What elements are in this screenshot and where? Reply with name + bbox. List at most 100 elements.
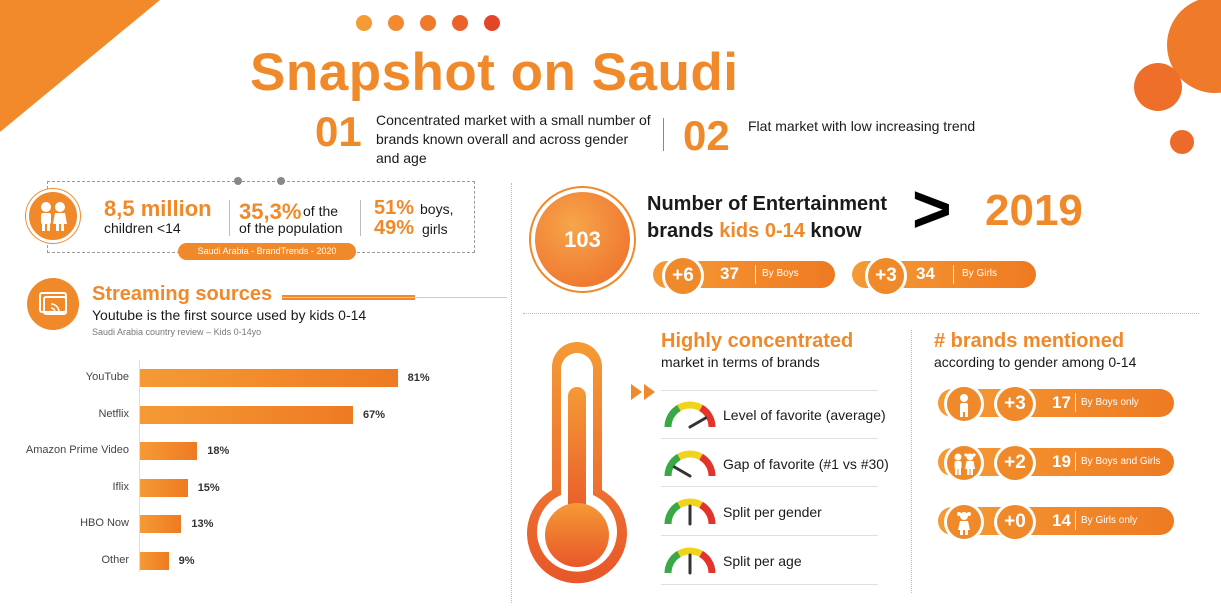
points-divider — [663, 118, 664, 151]
streaming-subheading: Youtube is the first source used by kids… — [92, 307, 367, 323]
pill-divider — [1075, 452, 1076, 471]
gauge-label: Split per age — [723, 552, 802, 569]
boys-delta-badge: +6 — [662, 255, 704, 297]
point-number: 01 — [315, 108, 362, 155]
mentioned-heading: # brands mentioned — [934, 330, 1125, 352]
streaming-heading: Streaming sources — [92, 283, 273, 305]
decor-dot — [420, 15, 436, 31]
mentioned-delta-badge: +3 — [994, 384, 1036, 424]
mentioned-delta-badge: +2 — [994, 443, 1036, 483]
section-divider — [523, 313, 1199, 314]
girls-brands-label: By Girls — [962, 268, 997, 279]
stat-divider — [229, 200, 230, 236]
girls-label: girls — [422, 221, 448, 237]
mentioned-label: By Girls only — [1081, 515, 1138, 526]
bar-value-label: 15% — [197, 481, 220, 494]
box-connector-dot — [277, 177, 285, 185]
bar-category-label: Iflix — [112, 480, 130, 493]
double-arrow-right-icon — [631, 384, 655, 400]
bar-value-label: 18% — [207, 445, 230, 458]
page-title: Snapshot on Saudi — [250, 43, 739, 102]
brands-count-circle — [529, 186, 636, 293]
decor-dot — [452, 15, 468, 31]
bar — [140, 405, 354, 424]
bar — [140, 552, 169, 570]
corner-stripe-decoration — [0, 0, 160, 132]
boy-icon — [944, 384, 984, 424]
decor-dot — [484, 15, 500, 31]
mentioned-value: 19 — [1052, 452, 1071, 471]
row-divider — [661, 535, 878, 536]
point-text: Concentrated market with a small number … — [376, 112, 651, 166]
brands-heading: Number of Entertainment — [647, 193, 888, 215]
greater-than-symbol: > — [912, 171, 952, 247]
decor-dot — [356, 15, 372, 31]
gauge-icon — [664, 547, 716, 574]
brands-heading-line2: brands kids 0-14 know — [647, 220, 862, 243]
decor-dot — [388, 15, 404, 31]
brands-heading-word: brands — [647, 220, 714, 242]
row-divider — [661, 438, 878, 439]
children-label: children <14 — [104, 220, 181, 236]
brands-count-badge: 103 — [535, 192, 630, 287]
streaming-screen-icon — [27, 278, 79, 330]
bar — [140, 515, 182, 534]
gauge-label: Split per gender — [723, 504, 822, 520]
bar — [140, 478, 188, 497]
brands-count-value: 103 — [564, 226, 601, 252]
population-share: 35,3% — [239, 199, 302, 224]
section-divider — [511, 183, 512, 603]
box-connector-dot — [234, 177, 242, 185]
row-divider — [661, 584, 878, 585]
bar-category-label: Netflix — [98, 407, 129, 420]
bar-category-label: Amazon Prime Video — [25, 444, 129, 457]
bar-category-label: Other — [101, 554, 129, 566]
gauge-icon — [664, 450, 716, 477]
girls-delta-badge: +3 — [865, 255, 907, 297]
population-share-label: of the — [303, 203, 339, 219]
comparison-year: 2019 — [985, 186, 1083, 235]
mentioned-subheading: according to gender among 0-14 — [934, 354, 1137, 370]
bar-value-label: 81% — [407, 372, 430, 384]
streaming-note: Saudi Arabia country review – Kids 0-14y… — [92, 327, 262, 337]
bar-category-label: YouTube — [85, 371, 129, 383]
thermometer-icon — [527, 342, 627, 584]
corner-circles-decoration — [1134, 0, 1221, 154]
gauge-icon — [664, 401, 716, 429]
boys-brands-value: 37 — [720, 264, 739, 283]
pill-divider — [1075, 393, 1076, 412]
pill-divider — [755, 265, 756, 284]
bar-value-label: 67% — [363, 408, 386, 421]
girls-brands-value: 34 — [916, 264, 935, 283]
mentioned-label: By Boys only — [1081, 397, 1139, 408]
boys-label: boys, — [420, 201, 454, 217]
row-divider — [661, 486, 878, 487]
children-count: 8,5 million — [104, 196, 212, 221]
girls-delta: +3 — [875, 265, 897, 286]
pill-divider — [953, 265, 954, 284]
gauge-icon — [664, 498, 716, 526]
brands-heading-word: know — [810, 220, 862, 242]
bar-category-label: HBO Now — [80, 517, 129, 530]
chart-axis — [139, 360, 140, 572]
row-divider — [661, 390, 878, 391]
concentration-subheading: market in terms of brands — [661, 354, 820, 370]
bar-value-label: 9% — [178, 555, 195, 567]
concentration-heading: Highly concentrated — [661, 330, 854, 352]
stat-divider — [360, 200, 361, 236]
girl-icon — [944, 502, 984, 542]
point-number: 02 — [683, 112, 730, 159]
heading-rule — [282, 297, 507, 298]
mentioned-value: 14 — [1052, 511, 1071, 530]
point-text: Flat market with low increasing trend — [748, 118, 976, 134]
mentioned-delta-badge: +0 — [994, 502, 1036, 542]
pill-divider — [1075, 511, 1076, 530]
gauge-label: Level of favorite (average) — [723, 407, 886, 423]
gauge-label: Gap of favorite (#1 vs #30) — [723, 455, 889, 472]
boys-brands-label: By Boys — [762, 268, 799, 279]
children-icon — [26, 189, 80, 243]
boy-girl-icon — [944, 443, 984, 483]
bar — [140, 442, 198, 461]
population-share-label: of the population — [239, 220, 343, 236]
bar — [140, 369, 398, 387]
